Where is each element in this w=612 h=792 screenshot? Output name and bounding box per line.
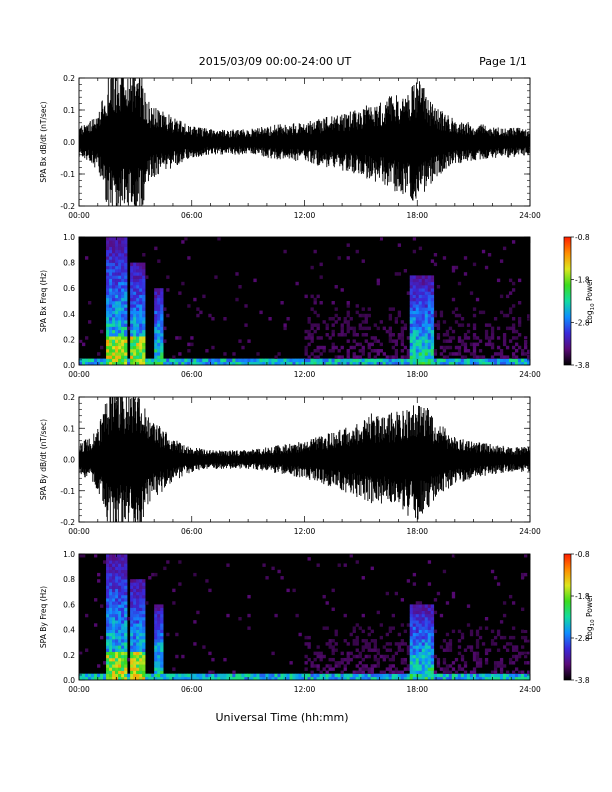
by-spectrogram-colorbar [563, 553, 572, 681]
y-tick-label: 0.1 [63, 424, 75, 433]
y-tick-label: 0.8 [63, 575, 75, 584]
x-tick-label: 00:00 [68, 527, 90, 536]
y-tick-label: 1.0 [63, 233, 75, 242]
y-axis-title: SPA Bx Freq (Hz) [39, 270, 48, 332]
by-spectrogram-cells [79, 554, 530, 680]
y-tick-label: 0.2 [63, 335, 75, 344]
y-tick-label: 0.8 [63, 259, 75, 268]
y-tick-label: -0.2 [60, 518, 75, 527]
x-tick-label: 12:00 [294, 527, 316, 536]
x-tick-label: 24:00 [519, 211, 541, 220]
x-tick-label: 12:00 [294, 685, 316, 694]
y-axis-title: SPA By Freq (Hz) [39, 586, 48, 648]
page-title: 2015/03/09 00:00-24:00 UT [199, 55, 352, 68]
x-tick-label: 06:00 [181, 527, 203, 536]
y-tick-label: 0.2 [63, 74, 75, 83]
y-tick-label: -0.1 [60, 487, 75, 496]
panels: 00:00 06:00 12:00 18:00 24:00 0.2 0.1 0.0 -0.1 -0… [39, 74, 596, 694]
by-spectrogram-panel: -0.8 -1.8 -2.8 -3.8 Log10 Power 00:00 06:00 12:… [39, 550, 596, 694]
x-tick-label: 18:00 [406, 370, 428, 379]
colorbar-tick-label: -2.8 [575, 634, 590, 643]
x-tick-label: 06:00 [181, 211, 203, 220]
y-axis-title: SPA Bx dB/dt (nT/sec) [39, 101, 48, 182]
bx-spectrogram-colorbar [563, 236, 572, 366]
y-tick-label: 0.2 [63, 393, 75, 402]
y-tick-label: 0.0 [63, 361, 75, 370]
y-tick-label: 0.4 [63, 310, 75, 319]
y-tick-label: 1.0 [63, 550, 75, 559]
colorbar-tick-label: -0.8 [575, 550, 590, 559]
bx-waveform-panel: 00:00 06:00 12:00 18:00 24:00 0.2 0.1 0.0 -0.1 -0… [39, 74, 541, 220]
colorbar-tick-label: -2.8 [575, 318, 590, 327]
colorbar-title: Log10 Power [585, 593, 596, 639]
y-tick-label: 0.4 [63, 626, 75, 635]
y-axis-title: SPA By dB/dt (nT/sec) [39, 419, 48, 500]
x-tick-label: 12:00 [294, 370, 316, 379]
bx-waveform-trace [79, 78, 530, 206]
y-tick-label: 0.6 [63, 284, 75, 293]
x-tick-label: 00:00 [68, 211, 90, 220]
x-tick-label: 24:00 [519, 685, 541, 694]
colorbar-tick-label: -3.8 [575, 361, 590, 370]
x-tick-label: 12:00 [294, 211, 316, 220]
bx-spectrogram-cells [79, 237, 530, 365]
y-tick-label: 0.6 [63, 600, 75, 609]
x-tick-label: 18:00 [406, 211, 428, 220]
colorbar-tick-label: -1.8 [575, 276, 590, 285]
colorbar-title: Log10 Power [585, 277, 596, 323]
y-tick-label: 0.2 [63, 651, 75, 660]
x-tick-label: 24:00 [519, 370, 541, 379]
page-number: Page 1/1 [479, 55, 527, 68]
x-tick-label: 18:00 [406, 527, 428, 536]
x-tick-label: 18:00 [406, 685, 428, 694]
y-tick-label: 0.0 [63, 456, 75, 465]
x-tick-label: 00:00 [68, 685, 90, 694]
x-tick-label: 24:00 [519, 527, 541, 536]
y-tick-label: 0.0 [63, 676, 75, 685]
y-tick-label: -0.1 [60, 170, 75, 179]
by-waveform-panel: 00:00 06:00 12:00 18:00 24:00 0.2 0.1 0.0 -0.1 -0… [39, 393, 541, 536]
y-tick-label: 0.0 [63, 138, 75, 147]
colorbar-tick-label: -1.8 [575, 592, 590, 601]
x-tick-label: 06:00 [181, 370, 203, 379]
colorbar-tick-label: -0.8 [575, 233, 590, 242]
x-axis-title: Universal Time (hh:mm) [216, 711, 349, 724]
by-waveform-trace [79, 397, 530, 522]
bx-spectrogram-panel: -0.8 -1.8 -2.8 -3.8 Log10 Power 00:00 06:00 12:… [39, 233, 596, 379]
colorbar-tick-label: -3.8 [575, 676, 590, 685]
x-tick-label: 00:00 [68, 370, 90, 379]
y-tick-label: 0.1 [63, 106, 75, 115]
y-tick-label: -0.2 [60, 202, 75, 211]
x-tick-label: 06:00 [181, 685, 203, 694]
